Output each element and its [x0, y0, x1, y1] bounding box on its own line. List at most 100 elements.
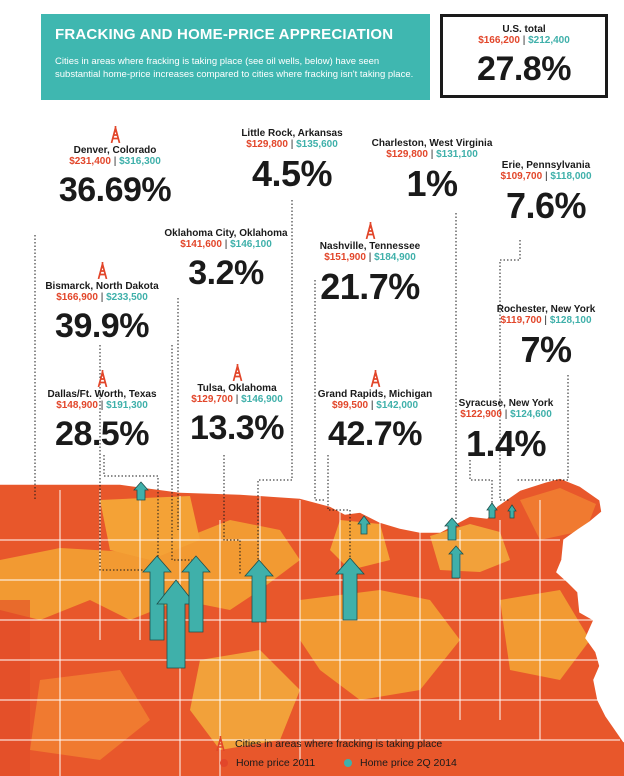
us-total-price-2011: $166,200: [478, 35, 520, 46]
city-price-2014: $128,100: [549, 315, 592, 326]
city-price-2014: $124,600: [510, 409, 552, 420]
city-price-2011: $148,900: [56, 400, 98, 411]
city-prices: $151,900 | $184,900: [324, 252, 416, 263]
city-price-2014: $135,600: [296, 139, 338, 150]
city-price-2014: $184,900: [374, 252, 416, 263]
header-band: FRACKING AND HOME-PRICE APPRECIATION Cit…: [41, 14, 430, 100]
oil-well-icon: [370, 370, 380, 387]
oil-well-icon: [110, 126, 120, 143]
city-prices: $99,500 | $142,000: [331, 400, 419, 411]
us-total-label: U.S. total: [502, 24, 546, 35]
city-prices: $141,600 | $146,100: [180, 239, 272, 250]
legend-2014-label: Home price 2Q 2014: [360, 757, 457, 769]
city-price-2014: $118,000: [550, 171, 592, 182]
city-name: Grand Rapids, Michigan: [317, 389, 433, 400]
city-pct: 1.4%: [465, 423, 547, 464]
legend-fracking: Cities in areas where fracking is taking…: [214, 736, 442, 751]
oil-well-icon: [97, 370, 107, 387]
city-label: Tulsa, Oklahoma $129,700 | $146,900 13.3%: [147, 364, 327, 445]
city-price-2011: $129,800: [246, 139, 288, 150]
city-label: Little Rock, Arkansas $129,800 | $135,600…: [202, 128, 382, 192]
city-name: Syracuse, New York: [458, 398, 554, 409]
leader-lines: [34, 200, 569, 590]
city-label: Charleston, West Virginia $129,800 | $131…: [342, 138, 522, 202]
appreciation-arrows: [133, 481, 517, 669]
city-name: Nashville, Tennessee: [319, 241, 421, 252]
city-price-2014: $142,000: [376, 400, 419, 411]
city-price-2011: $141,600: [180, 239, 222, 250]
city-prices: $148,900 | $191,300: [56, 400, 148, 411]
city-prices: $129,800 | $131,100: [386, 149, 478, 160]
city-price-2014: $191,300: [106, 400, 148, 411]
city-price-2014: $146,900: [241, 394, 283, 405]
city-prices: $129,800 | $135,600: [246, 139, 338, 150]
city-price-2011: $119,700: [500, 315, 542, 326]
us-total-box: U.S. total $166,200 | $212,400 27.8%: [440, 14, 608, 98]
city-prices: $119,700 | $128,100: [500, 315, 592, 326]
city-name: Tulsa, Oklahoma: [197, 383, 277, 394]
page-subtitle: Cities in areas where fracking is taking…: [55, 56, 414, 80]
city-price-2011: $129,700: [191, 394, 233, 405]
city-price-2011: $99,500: [331, 400, 369, 411]
city-pct: 42.7%: [328, 415, 422, 453]
city-label: Oklahoma City, Oklahoma $141,600 | $146,1…: [136, 228, 316, 290]
city-name: Erie, Pennsylvania: [501, 160, 591, 171]
page-title: FRACKING AND HOME-PRICE APPRECIATION: [55, 26, 394, 43]
legend-2011: Home price 2011: [220, 757, 315, 769]
city-price-2011: $109,700: [500, 171, 543, 182]
city-price-2014: $233,500: [106, 292, 148, 303]
city-label: Denver, Colorado $231,400 | $316,300 36.69…: [25, 126, 205, 207]
city-pct: 28.5%: [55, 415, 149, 453]
city-price-2011: $129,800: [386, 149, 428, 160]
legend-2014-swatch: [344, 759, 352, 767]
oil-well-icon: [97, 262, 107, 279]
oil-well-icon: [216, 736, 225, 751]
city-pct: 7.6%: [505, 185, 587, 226]
city-label: Bismarck, North Dakota $166,900 | $233,50…: [12, 262, 192, 343]
city-prices: $231,400 | $316,300: [69, 156, 161, 167]
us-total-price-2014: $212,400: [528, 35, 570, 46]
city-pct: 7%: [520, 329, 572, 370]
city-price-2011: $166,900: [56, 292, 98, 303]
city-name: Charleston, West Virginia: [371, 138, 493, 149]
city-pct: 36.69%: [58, 171, 172, 209]
city-pct: 4.5%: [251, 153, 333, 194]
city-name: Rochester, New York: [496, 304, 596, 315]
city-prices: $122,900 | $124,600: [460, 409, 552, 420]
map-states: [0, 478, 624, 776]
city-pct: 3.2%: [188, 254, 264, 292]
city-prices: $109,700 | $118,000: [500, 171, 592, 182]
city-price-2011: $122,900: [460, 409, 502, 420]
city-pct: 21.7%: [320, 266, 420, 307]
city-price-2014: $131,100: [436, 149, 478, 160]
city-label: Erie, Pennsylvania $109,700 | $118,000 7.6…: [456, 160, 624, 224]
city-prices: $129,700 | $146,900: [191, 394, 283, 405]
city-price-2014: $316,300: [119, 156, 161, 167]
city-label: Rochester, New York $119,700 | $128,100 7%: [456, 304, 624, 368]
legend-2014: Home price 2Q 2014: [344, 757, 457, 769]
oil-well-icon: [232, 364, 242, 381]
legend-fracking-label: Cities in areas where fracking is taking…: [235, 737, 443, 750]
oil-well-icon: [365, 222, 375, 239]
city-label: Grand Rapids, Michigan $99,500 | $142,000…: [285, 370, 465, 451]
city-price-2011: $231,400: [69, 156, 111, 167]
us-total-prices: $166,200 | $212,400: [478, 35, 570, 46]
legend-2011-label: Home price 2011: [236, 757, 316, 769]
city-name: Little Rock, Arkansas: [241, 128, 343, 139]
city-pct: 1%: [406, 163, 458, 204]
city-prices: $166,900 | $233,500: [56, 292, 148, 303]
city-label: Nashville, Tennessee $151,900 | $184,900 2…: [280, 222, 460, 305]
city-label: Syracuse, New York $122,900 | $124,600 1.4…: [416, 398, 596, 462]
city-price-2014: $146,100: [230, 239, 272, 250]
city-name: Denver, Colorado: [73, 145, 157, 156]
city-pct: 39.9%: [55, 307, 149, 345]
legend-2011-swatch: [220, 759, 228, 767]
city-price-2011: $151,900: [324, 252, 366, 263]
city-pct: 13.3%: [190, 409, 284, 447]
city-label: Dallas/Ft. Worth, Texas $148,900 | $191,3…: [12, 370, 192, 451]
city-name: Bismarck, North Dakota: [45, 281, 159, 292]
city-name: Dallas/Ft. Worth, Texas: [47, 389, 157, 400]
city-name: Oklahoma City, Oklahoma: [164, 228, 288, 239]
us-total-pct: 27.8%: [477, 50, 571, 88]
